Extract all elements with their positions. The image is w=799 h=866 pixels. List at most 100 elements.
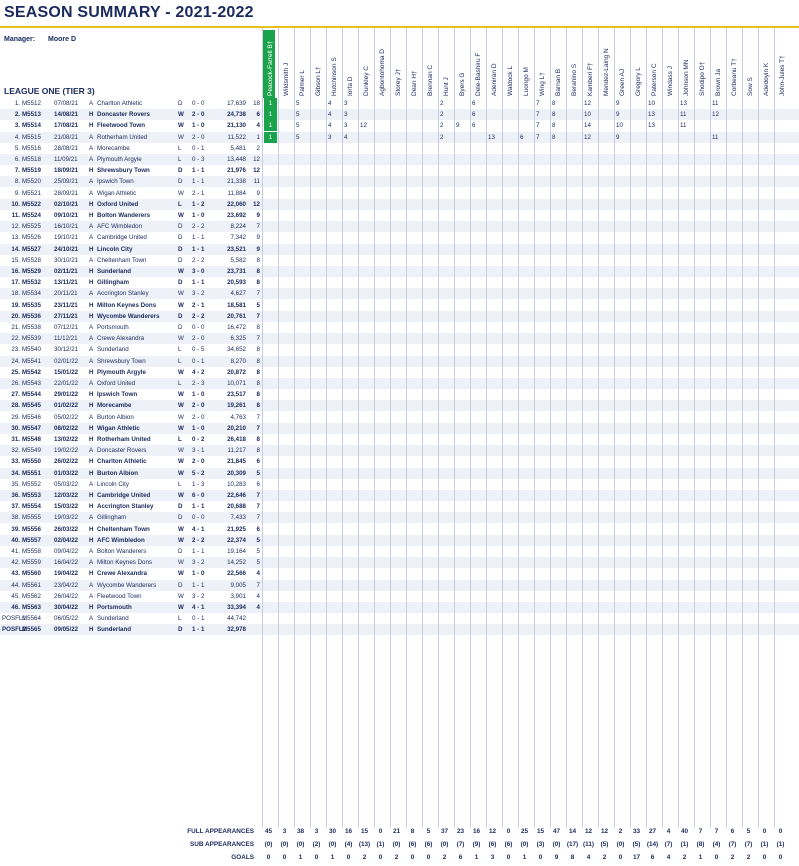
match-number: 44. <box>11 581 20 589</box>
match-attendance: 20,761 <box>227 312 246 320</box>
player-cell: 3 <box>344 100 348 107</box>
totals-value: (6) <box>408 841 417 848</box>
match-code: M5561 <box>22 581 41 589</box>
totals-value: 0 <box>266 854 271 861</box>
player-cell: 3 <box>344 111 348 119</box>
match-date: 14/08/21 <box>54 111 79 119</box>
player-header-label: Luongo M <box>523 67 530 96</box>
match-result: W <box>178 458 184 466</box>
match-attendance: 24,738 <box>227 111 246 119</box>
match-opponent: Gillingham <box>97 514 127 522</box>
match-number: 21. <box>11 324 20 331</box>
totals-value: 2 <box>602 854 607 861</box>
player-header-label: Hutchinson S <box>331 57 338 96</box>
match-opponent: Oxford United <box>97 200 139 208</box>
match-venue: H <box>89 525 94 533</box>
match-opponent: Rotherham United <box>97 436 151 443</box>
match-result: W <box>178 570 184 578</box>
totals-value: 2 <box>746 854 751 861</box>
player-header-label: Gregory L <box>635 67 642 96</box>
match-date: 23/11/21 <box>54 301 78 309</box>
league-position: 9 <box>256 245 260 253</box>
totals-row: GOALS 0 0 1 0 1 0 2 0 2 0 0 2 6 1 3 0 1 0 9 8 4 2 0 17 6 4 2 1 0 2 2 0 0 <box>0 852 799 864</box>
match-opponent: Cheltenham Town <box>97 525 150 533</box>
match-code: M5563 <box>22 604 41 611</box>
player-cell: 1 <box>264 109 277 121</box>
match-score: 0 - 0 <box>192 100 205 107</box>
match-attendance: 8,224 <box>230 223 246 231</box>
match-opponent: Wycombe Wanderers <box>97 581 157 589</box>
player-cell: 2 <box>440 111 444 119</box>
player-header: Brown Ja <box>710 30 723 98</box>
league-position: 8 <box>256 357 260 365</box>
totals-value: (7) <box>744 841 753 848</box>
match-result: W <box>178 391 184 399</box>
match-result: D <box>178 256 183 264</box>
league-position: 7 <box>256 424 260 432</box>
player-cell: 10 <box>648 100 655 107</box>
league-position: 12 <box>253 156 260 163</box>
match-opponent: Shrewsbury Town <box>97 167 150 175</box>
column-divider <box>518 28 519 828</box>
match-venue: H <box>89 536 94 544</box>
totals-value: 15 <box>360 828 369 835</box>
player-cell: 6 <box>472 100 476 107</box>
league-position: 11 <box>253 178 260 186</box>
match-code: M5513 <box>22 111 41 119</box>
player-cell: 5 <box>296 111 300 119</box>
match-attendance: 20,309 <box>227 469 246 477</box>
match-date: 01/02/22 <box>54 402 79 410</box>
player-cell: 8 <box>552 122 556 130</box>
match-result: W <box>178 592 184 600</box>
league-position: 8 <box>256 279 260 287</box>
table-row: 23. M5540 30/12/21 A Sunderland L 0 - 5 34,652 8 <box>0 344 799 355</box>
match-venue: A <box>89 178 94 186</box>
player-header-label: Storey J† <box>395 68 402 96</box>
match-number: 3. <box>14 122 20 130</box>
totals-label: GOALS <box>231 854 254 861</box>
match-venue: H <box>89 492 94 499</box>
totals-value: 45 <box>264 828 273 835</box>
match-number: 2. <box>14 111 20 119</box>
totals-value: 47 <box>552 828 561 835</box>
match-opponent: Milton Keynes Dons <box>97 559 153 567</box>
match-date: 02/04/22 <box>54 536 79 544</box>
match-code: M5532 <box>22 279 41 287</box>
match-result: W <box>178 424 184 432</box>
match-code: M5520 <box>22 178 41 186</box>
match-attendance: 22,060 <box>227 200 246 208</box>
table-row: 25. M5542 15/01/22 H Plymouth Argyle W 4 - 2 20… <box>0 367 799 378</box>
match-score: 3 - 2 <box>192 592 205 600</box>
match-attendance: 44,742 <box>227 615 246 623</box>
match-attendance: 20,688 <box>227 503 246 511</box>
match-date: 22/01/22 <box>54 380 79 387</box>
title-bar: SEASON SUMMARY - 2021-2022 <box>0 0 799 28</box>
match-venue: A <box>89 357 94 365</box>
player-header-label: Adeniran D <box>491 63 498 96</box>
player-cell: 6 <box>520 133 524 141</box>
match-date: 28/08/21 <box>54 144 79 152</box>
match-number: 11. <box>11 212 20 219</box>
match-score: 1 - 1 <box>192 279 205 287</box>
match-code: M5555 <box>22 514 41 522</box>
match-venue: H <box>89 268 94 275</box>
match-score: 4 - 1 <box>192 525 205 533</box>
player-cell: 2 <box>440 100 444 107</box>
match-venue: A <box>89 324 94 331</box>
match-result: W <box>178 368 184 376</box>
player-header-label: Palmer L <box>299 69 306 96</box>
match-score: 0 - 1 <box>192 357 205 365</box>
player-header: Green AJ <box>614 30 627 98</box>
match-score: 1 - 0 <box>192 570 205 578</box>
match-date: 26/04/22 <box>54 592 79 600</box>
match-date: 16/04/22 <box>54 559 79 567</box>
column-divider <box>566 28 567 828</box>
match-opponent: Charlton Athletic <box>97 458 147 466</box>
table-row: 9. M5521 28/09/21 A Wigan Athletic W 2 - 1 11,8… <box>0 188 799 199</box>
table-row: 45. M5562 26/04/22 A Fleetwood Town W 3 - 2 3,9… <box>0 591 799 602</box>
match-opponent: Burton Albion <box>97 413 134 421</box>
table-row: 1. M5512 07/08/21 A Charlton Athletic D 0 - 0 1… <box>0 98 799 109</box>
match-venue: H <box>89 245 94 253</box>
match-date: 02/01/22 <box>54 357 79 365</box>
table-row: POSFL1 M5564 06/05/22 A Sunderland L 0 - 1 44,7… <box>0 613 799 624</box>
